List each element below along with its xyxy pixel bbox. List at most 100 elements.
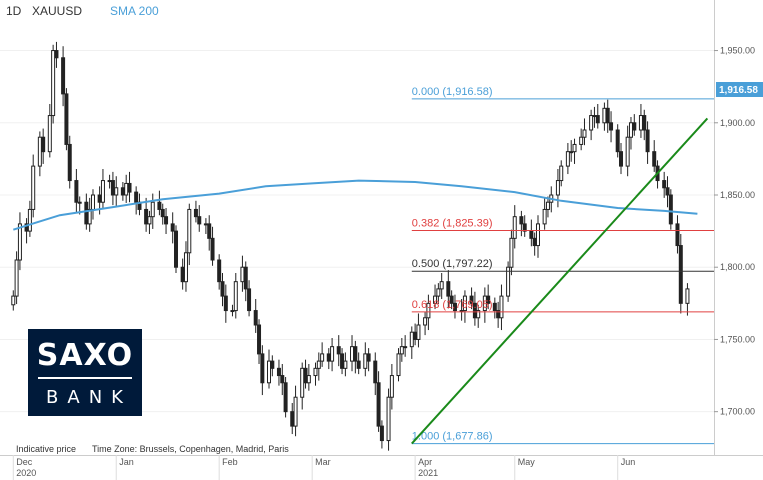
candle-up — [462, 295, 467, 312]
saxo-bank-logo: SAXO BANK — [28, 329, 142, 416]
candle-up — [147, 216, 152, 225]
candle-down — [303, 367, 308, 384]
x-tick-label: Dec — [16, 457, 33, 467]
x-tick-label: May — [518, 457, 536, 467]
candle-down — [61, 57, 66, 95]
candle-up — [506, 266, 511, 297]
candle-up — [569, 151, 574, 154]
candle-down — [449, 295, 454, 304]
candle-up — [416, 324, 421, 340]
candle-up — [363, 353, 368, 369]
sma200-line — [13, 179, 698, 231]
candle-up — [187, 208, 192, 254]
candle-up — [638, 115, 643, 131]
candle-up — [87, 208, 92, 225]
candle-down — [243, 266, 248, 290]
x-tick-label: Jun — [621, 457, 636, 467]
candle-down — [469, 295, 474, 304]
candle-down — [283, 382, 288, 413]
candle-down — [519, 216, 524, 225]
candle-up — [572, 143, 577, 153]
candle-up — [559, 165, 564, 182]
candle-down — [642, 115, 647, 131]
fib-level-0.000-label: 0.000 (1,916.58) — [412, 86, 493, 98]
candle-down — [207, 223, 212, 239]
candle-up — [433, 295, 438, 304]
time-axis: Dec Jan Feb Mar Apr May Jun 2020 2021 — [12, 455, 636, 480]
candle-up — [114, 187, 119, 196]
candle-down — [486, 295, 491, 304]
timeframe-label[interactable]: 1D — [6, 4, 22, 18]
last-price-badge-text: 1,916.58 — [719, 85, 758, 96]
candle-up — [436, 288, 441, 297]
timezone-note: Time Zone: Brussels, Copenhagen, Madrid,… — [92, 444, 289, 454]
candle-up — [350, 346, 355, 362]
candle-down — [164, 216, 169, 225]
logo-divider — [38, 377, 132, 379]
candle-up — [509, 237, 514, 268]
candle-down — [217, 259, 222, 283]
candle-up — [439, 281, 444, 290]
candle-down — [615, 129, 620, 153]
fibonacci-layer: 0.000 (1,916.58) 0.382 (1,825.39) 0.500 (1… — [411, 86, 714, 445]
indicative-price-note: Indicative price — [16, 444, 76, 454]
candle-down — [41, 136, 46, 153]
candle-up — [90, 194, 95, 210]
y-tick-label: 1,800.00 — [720, 262, 755, 272]
candle-down — [223, 295, 228, 312]
candle-up — [399, 346, 404, 355]
candle-up — [150, 201, 155, 218]
candle-down — [529, 230, 534, 239]
candle-up — [203, 223, 208, 226]
candle-up — [230, 310, 235, 313]
candle-up — [11, 295, 16, 306]
candle-down — [110, 180, 115, 196]
x-tick-label: Jan — [119, 457, 134, 467]
price-axis: 1,700.00 1,750.00 1,800.00 1,850.00 1,900.00… — [714, 46, 755, 417]
candle-down — [446, 281, 451, 297]
candle-down — [326, 353, 331, 362]
candle-down — [144, 208, 149, 225]
candle-up — [389, 375, 394, 398]
candle-down — [134, 191, 139, 203]
candle-up — [426, 302, 431, 319]
candle-down — [220, 281, 225, 297]
candle-up — [396, 353, 401, 377]
candle-up — [512, 216, 517, 239]
candle-down — [353, 346, 358, 362]
candle-down — [678, 245, 683, 304]
fib-level-0.618-label: 0.618 (1,769.05) — [412, 299, 493, 311]
candle-up — [592, 115, 597, 118]
indicator-label[interactable]: SMA 200 — [110, 4, 159, 18]
last-price-badge — [716, 82, 763, 97]
candle-up — [27, 208, 32, 232]
candle-up — [386, 396, 391, 442]
candle-up — [306, 375, 311, 384]
candle-down — [665, 187, 670, 196]
candle-down — [270, 360, 275, 369]
candle-down — [253, 310, 258, 326]
candle-up — [409, 331, 414, 348]
candle-up — [625, 136, 630, 167]
candle-down — [675, 223, 680, 247]
candle-up — [37, 136, 42, 167]
symbol-label[interactable]: XAUUSD — [32, 4, 82, 18]
logo-line2: BANK — [46, 387, 132, 408]
candle-down — [127, 182, 132, 193]
candle-down — [340, 353, 345, 369]
candle-up — [565, 151, 570, 167]
candle-up — [313, 367, 318, 377]
candle-down — [257, 324, 262, 355]
candle-up — [31, 165, 36, 210]
candle-down — [54, 50, 59, 59]
candle-down — [247, 288, 252, 312]
candle-down — [276, 367, 281, 377]
x-tick-label: Feb — [222, 457, 238, 467]
y-tick-label: 1,700.00 — [720, 407, 755, 417]
y-tick-label: 1,950.00 — [720, 46, 755, 56]
candle-down — [376, 382, 381, 427]
candle-down — [413, 331, 418, 340]
candle-down — [356, 360, 361, 369]
candle-down — [197, 216, 202, 225]
